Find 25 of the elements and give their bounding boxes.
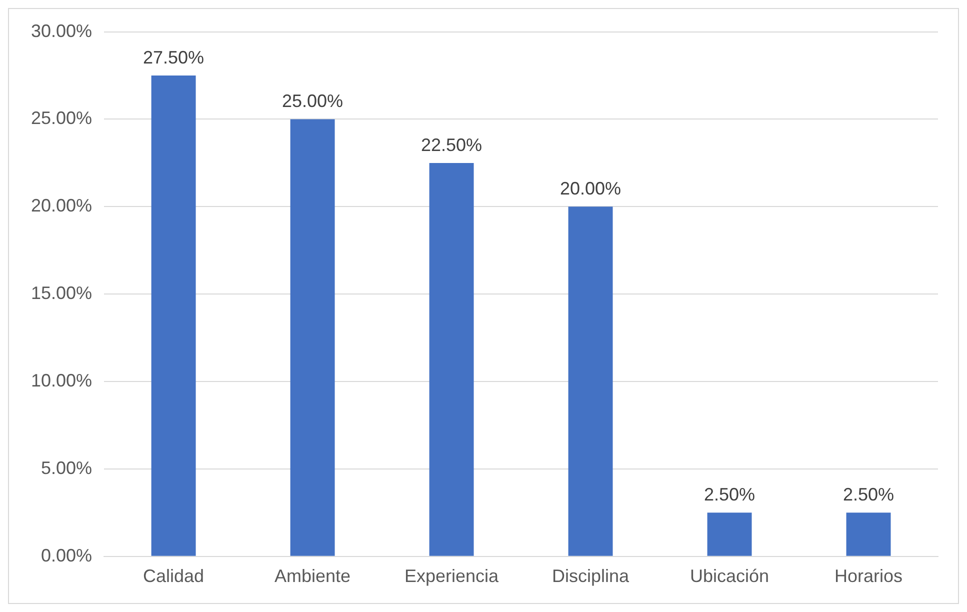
data-label: 20.00% — [560, 178, 622, 199]
y-tick-label: 25.00% — [30, 108, 92, 128]
data-label: 2.50% — [704, 484, 756, 505]
data-label: 2.50% — [842, 484, 894, 505]
bar — [429, 162, 474, 556]
x-tick-label: Ubicación — [690, 566, 770, 586]
y-tick-label: 30.00% — [30, 20, 92, 41]
bar — [290, 119, 335, 556]
data-label: 22.50% — [420, 134, 482, 155]
y-tick-label: 5.00% — [41, 458, 92, 478]
bar — [707, 512, 752, 556]
x-tick-label: Disciplina — [552, 566, 630, 586]
x-tick-label: Calidad — [143, 566, 204, 586]
data-label: 27.50% — [143, 47, 204, 68]
y-tick-label: 15.00% — [30, 283, 92, 304]
x-tick-label: Ambiente — [274, 566, 351, 586]
y-tick-label: 20.00% — [30, 196, 92, 216]
data-label: 25.00% — [282, 91, 344, 112]
x-tick-label: Experiencia — [404, 566, 500, 586]
y-tick-label: 0.00% — [41, 545, 92, 566]
bar — [568, 206, 613, 556]
y-tick-label: 10.00% — [30, 370, 92, 390]
x-tick-label: Horarios — [834, 566, 903, 586]
bar — [846, 512, 891, 556]
bar — [151, 76, 196, 556]
